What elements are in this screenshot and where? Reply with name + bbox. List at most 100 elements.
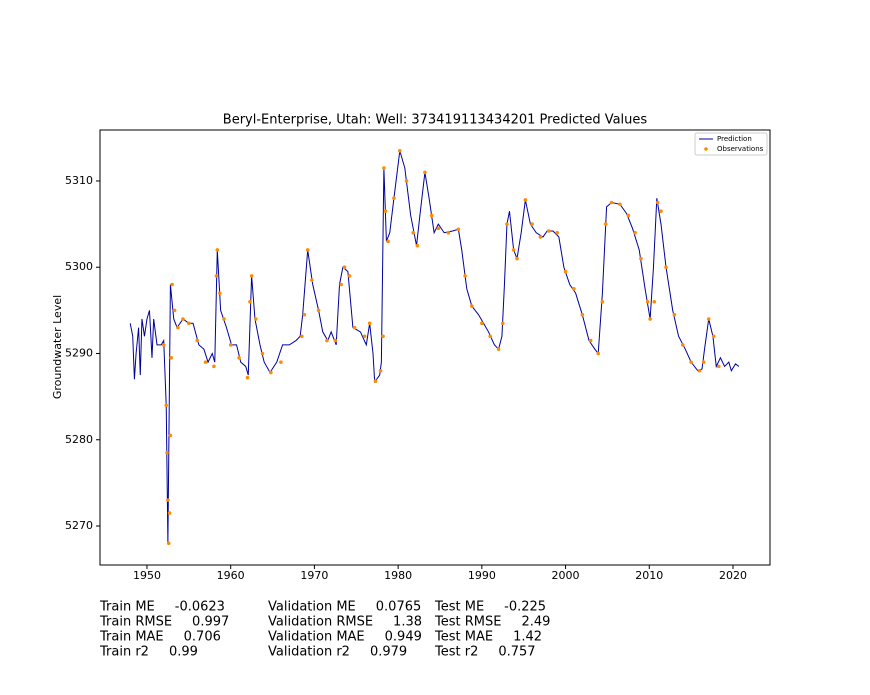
metric-value: -0.225 [504, 600, 546, 615]
legend-label: Observations [717, 145, 764, 153]
observation-point [339, 282, 343, 287]
metric-value: 0.0765 [376, 600, 422, 615]
metric-value: 0.997 [192, 615, 229, 630]
metric-label: Validation ME [268, 600, 356, 615]
observation-point [203, 360, 208, 364]
observation-point [181, 317, 185, 321]
legend-marker [704, 147, 708, 151]
observation-point [161, 343, 166, 347]
observation-point [305, 248, 310, 252]
observation-point [254, 317, 258, 321]
observation-point [215, 248, 220, 252]
chart-title: Beryl-Enterprise, Utah: Well: 3734191134… [223, 113, 648, 128]
observation-point [648, 317, 652, 321]
observation-point [214, 274, 219, 278]
metric-value: 0.706 [184, 630, 221, 645]
observation-point [446, 230, 451, 235]
metric-label: Train r2 [99, 645, 149, 660]
observation-point [538, 235, 543, 239]
observation-point [701, 360, 706, 364]
observation-point [547, 229, 551, 233]
y-tick-label: 5270 [65, 519, 93, 532]
observation-point [248, 299, 252, 304]
observation-point [480, 321, 484, 326]
observation-point [212, 364, 216, 369]
observation-point [302, 312, 307, 317]
metric-value: 1.38 [393, 615, 422, 630]
observation-point [655, 200, 660, 205]
observation-point [572, 287, 576, 291]
plot-frame [99, 129, 771, 566]
observation-point [500, 321, 505, 326]
observation-point [706, 317, 711, 321]
observation-point [463, 274, 467, 278]
observation-point [633, 230, 637, 235]
y-tick-label: 5300 [65, 260, 93, 273]
observation-point [342, 265, 347, 270]
observation-point [515, 256, 519, 261]
observation-point [645, 299, 650, 304]
observation-point [415, 243, 420, 248]
observation-point [316, 308, 321, 313]
x-tick-label: 1960 [217, 569, 245, 582]
metric-value: -0.0623 [175, 600, 225, 615]
observation-point [404, 179, 409, 183]
observation-point [580, 312, 585, 317]
observation-point [169, 356, 174, 360]
x-tick-label: 2010 [635, 569, 663, 582]
x-tick-label: 1980 [384, 569, 412, 582]
observation-point [488, 334, 493, 339]
observation-point [187, 321, 191, 326]
metric-label: Test RMSE [434, 615, 501, 630]
metric-label: Validation RMSE [268, 615, 373, 630]
observation-point [600, 299, 605, 304]
observation-point [511, 248, 516, 252]
observation-point [367, 321, 372, 326]
metric-label: Test r2 [434, 645, 478, 660]
x-tick-label: 2020 [719, 569, 747, 582]
observation-point [260, 351, 265, 356]
y-axis-label: Groundwater Level [51, 295, 64, 399]
observation-point [172, 308, 177, 313]
observation-point [279, 360, 283, 364]
observation-point [456, 227, 461, 232]
y-tick-label: 5280 [65, 433, 93, 446]
observation-point [166, 541, 171, 546]
metric-label: Test MAE [434, 630, 493, 645]
observation-point [626, 213, 631, 218]
observation-point [245, 375, 250, 380]
metric-label: Train ME [99, 600, 155, 615]
metric-label: Test ME [434, 600, 484, 615]
observation-point [530, 222, 534, 226]
x-tick-label: 2000 [552, 569, 580, 582]
observation-point [249, 274, 254, 278]
observation-point [300, 334, 304, 339]
observation-point [652, 299, 657, 304]
metric-value: 0.99 [169, 645, 198, 660]
observation-point [176, 325, 180, 330]
observation-point [195, 338, 199, 343]
observation-point [523, 198, 528, 202]
observation-point [378, 368, 383, 373]
observation-point [347, 274, 352, 278]
metric-value: 1.42 [513, 630, 542, 645]
observation-point [310, 278, 314, 282]
observation-point [218, 291, 222, 295]
observation-point [165, 450, 169, 455]
observation-point [237, 356, 241, 360]
x-tick-label: 1950 [133, 569, 161, 582]
observation-point [383, 209, 388, 213]
observation-point [680, 343, 685, 347]
observation-point [382, 166, 386, 170]
observation-point [170, 282, 174, 287]
observation-point [166, 498, 170, 502]
metric-value: 2.49 [521, 615, 550, 630]
observation-point [716, 364, 721, 369]
metric-value: 0.757 [498, 645, 535, 660]
observation-point [664, 265, 668, 270]
observation-point [596, 351, 601, 356]
observation-point [333, 338, 338, 343]
observation-point [563, 269, 568, 274]
